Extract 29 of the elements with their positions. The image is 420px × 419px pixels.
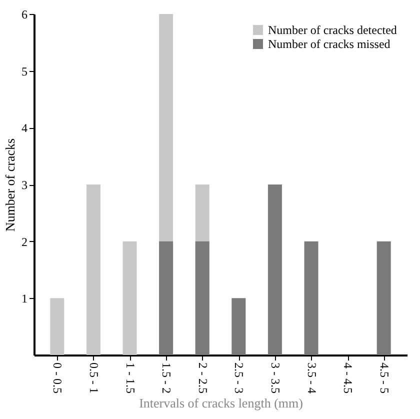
x-tick-label: 3.5 - 4 <box>304 362 319 394</box>
x-tick-label: 4.5 - 5 <box>377 362 392 394</box>
bar <box>195 241 210 355</box>
bar <box>50 298 64 355</box>
y-axis-title: Number of cracks <box>2 138 18 232</box>
x-tick-label: 1 - 1.5 <box>123 362 138 394</box>
x-tick-label: 1.5 - 2 <box>160 362 174 394</box>
x-tick-label: 0 - 0.5 <box>50 362 65 394</box>
bar <box>122 241 137 355</box>
x-axis-title: Intervals of cracks length (mm) <box>139 395 303 410</box>
bar <box>159 241 174 355</box>
bar <box>268 184 282 355</box>
y-tick-label: 5 <box>22 64 28 78</box>
bar <box>376 241 391 355</box>
bar <box>86 184 100 355</box>
x-tick-label: 2 - 2.5 <box>196 362 210 394</box>
y-tick-label: 6 <box>22 8 28 22</box>
bar <box>304 241 318 355</box>
legend-label: Number of cracks detected <box>268 23 397 37</box>
x-tick-label: 2.5 - 3 <box>232 362 246 394</box>
x-tick-label: 3 - 3.5 <box>268 362 282 394</box>
y-tick-label: 3 <box>22 178 28 192</box>
bar <box>232 298 246 355</box>
x-tick-label: 4 - 4.5 <box>341 362 356 394</box>
y-tick-label: 1 <box>22 292 28 306</box>
x-tick-label: 0.5 - 1 <box>86 362 101 394</box>
y-tick-label: 4 <box>22 121 28 136</box>
legend-label: Number of cracks missed <box>268 37 390 51</box>
y-tick-label: 2 <box>22 234 28 249</box>
